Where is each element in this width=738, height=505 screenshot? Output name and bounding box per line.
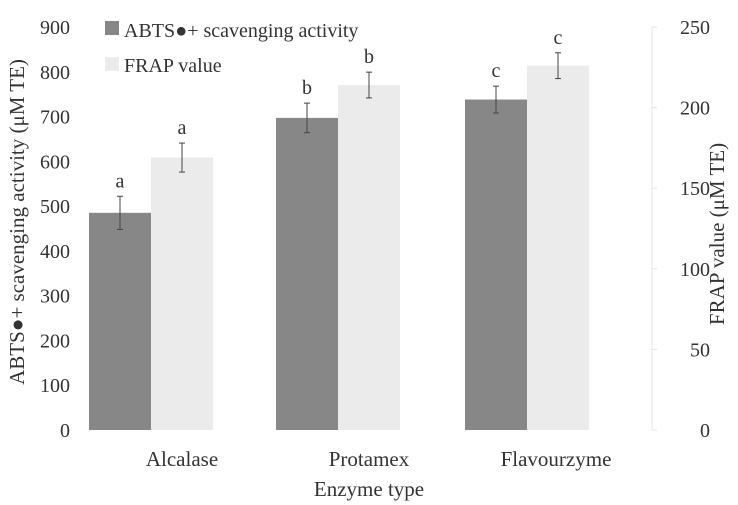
legend-label-frap: FRAP value: [124, 55, 222, 77]
legend-label-abts: ABTS●+ scavenging activity: [124, 20, 358, 42]
bar-abts-alcalase: [89, 212, 151, 430]
left-tick-label: 600: [40, 151, 70, 173]
bar-abts-flavourzyme: [465, 99, 527, 430]
significance-label: a: [178, 117, 187, 139]
right-axis-label: FRAP value (μM TE): [705, 143, 729, 325]
left-axis-ticks: 0 100 200 300 400 500 600 700 800 900: [40, 17, 70, 442]
left-tick-label: 200: [40, 330, 70, 352]
bar-frap-flavourzyme: [527, 65, 589, 431]
left-axis-label: ABTS●+ scavenging activity (μM TE): [5, 59, 29, 385]
significance-label: b: [302, 77, 312, 99]
x-axis-label: Enzyme type: [314, 477, 424, 501]
right-tick-label: 150: [680, 178, 710, 200]
category-labels: Alcalase Protamex Flavourzyme: [146, 447, 612, 471]
right-tick-label: 100: [680, 259, 710, 281]
significance-label: b: [364, 46, 374, 68]
bar-abts-protamex: [276, 117, 338, 430]
legend: ABTS●+ scavenging activity FRAP value: [105, 20, 358, 77]
significance-label: a: [116, 170, 125, 192]
left-tick-label: 400: [40, 241, 70, 263]
legend-swatch-frap: [105, 57, 119, 71]
right-tick-label: 0: [700, 420, 710, 442]
right-axis-ticks: 0 50 100 150 200 250: [652, 17, 710, 442]
significance-label: c: [492, 60, 501, 82]
left-tick-label: 300: [40, 286, 70, 308]
right-tick-label: 50: [690, 339, 710, 361]
category-label: Protamex: [329, 447, 410, 471]
bars: a a b b c c: [89, 27, 589, 431]
right-tick-label: 200: [680, 98, 710, 120]
significance-label: c: [554, 27, 563, 49]
left-tick-label: 100: [40, 375, 70, 397]
left-tick-label: 500: [40, 196, 70, 218]
legend-swatch-abts: [105, 21, 119, 35]
right-tick-label: 250: [680, 17, 710, 39]
bar-frap-alcalase: [151, 157, 213, 430]
bar-frap-protamex: [338, 85, 400, 431]
category-label: Flavourzyme: [501, 447, 612, 471]
category-label: Alcalase: [146, 447, 218, 471]
left-tick-label: 900: [40, 17, 70, 39]
left-tick-label: 800: [40, 62, 70, 84]
left-tick-label: 0: [60, 420, 70, 442]
left-tick-label: 700: [40, 107, 70, 129]
